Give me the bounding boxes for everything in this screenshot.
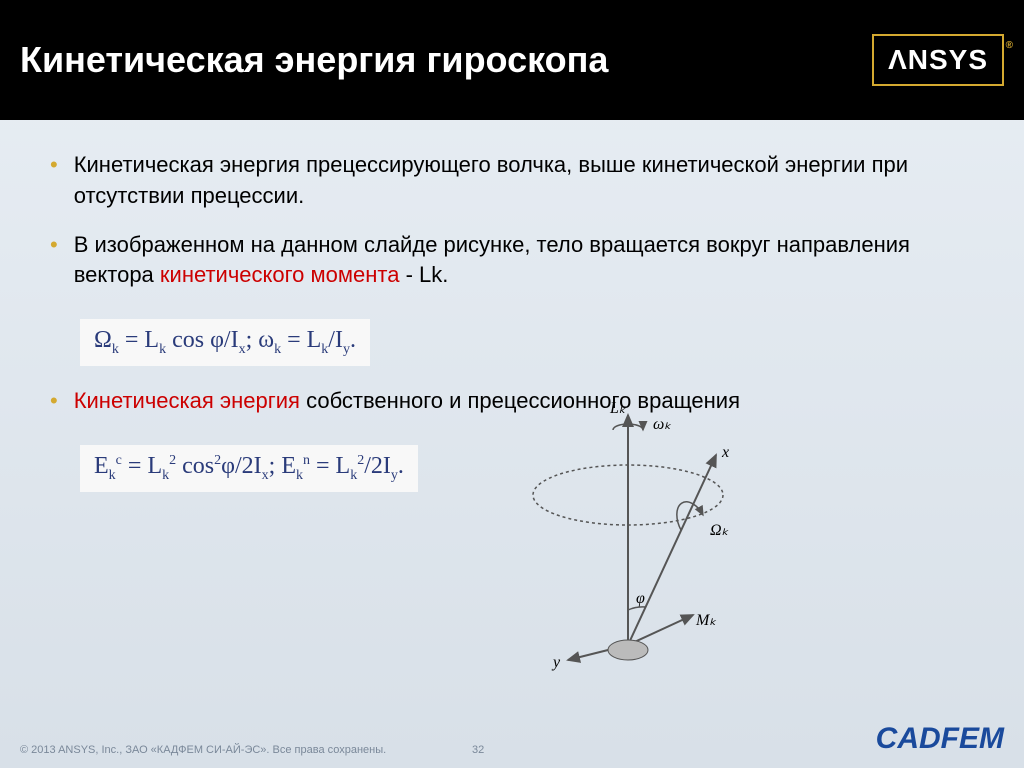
f2-2a: 2 (242, 453, 254, 479)
bullet-dot: • (50, 150, 58, 212)
logo-part-b: SYS (929, 44, 988, 75)
f2-phi: φ (221, 453, 235, 479)
f2-sl1: / (235, 453, 242, 479)
f1-L2: L (307, 327, 322, 353)
lbl-Lk: Lₖ (609, 400, 626, 417)
f2-k1: k (109, 468, 116, 483)
f1-I2: I (335, 327, 343, 353)
f1-cos: cos (166, 327, 210, 353)
slide-content: • Кинетическая энергия прецессирующего в… (0, 120, 1024, 675)
bullet-3-highlight: Кинетическая энергия (74, 388, 300, 413)
bullet-dot: • (50, 386, 58, 417)
lbl-y: y (551, 654, 561, 671)
lbl-Mk: Mₖ (695, 612, 716, 629)
header-bar: Кинетическая энергия гироскопа ΛNSYS (0, 0, 1024, 120)
formula-1: Ωk = Lk cos φ/Ix; ωk = Lk/Iy. (80, 319, 370, 366)
bullet-dot: • (50, 230, 58, 292)
f1-k2: k (159, 342, 166, 357)
f2-k4: k (350, 468, 357, 483)
f2-L2: L (336, 453, 351, 479)
bullet-2-highlight: кинетического момента (160, 262, 400, 287)
bullet-1-text: Кинетическая энергия прецессирующего вол… (74, 150, 974, 212)
f2-n: n (303, 453, 310, 468)
footer: © 2013 ANSYS, Inc., ЗАО «КАДФЕМ СИ-АЙ-ЭС… (0, 744, 1024, 756)
footer-copyright: © 2013 ANSYS, Inc., ЗАО «КАДФЕМ СИ-АЙ-ЭС… (20, 744, 386, 756)
f1-L1: L (144, 327, 159, 353)
lbl-phi: φ (636, 590, 645, 607)
slide-title: Кинетическая энергия гироскопа (20, 39, 608, 81)
f1-y: y (343, 342, 350, 357)
f1-sl2: / (328, 327, 335, 353)
f2-E2: E (281, 453, 296, 479)
f1-dot: . (350, 327, 356, 353)
f2-k3: k (296, 468, 303, 483)
bullet-2-text: В изображенном на данном слайде рисунке,… (74, 230, 974, 292)
f1-Omega: Ω (94, 327, 112, 353)
diagram-row: Ekc = Lk2 cos2φ/2Ix; Ekn = Lk2/2Iy. (50, 435, 974, 675)
lbl-wk: ωₖ (653, 416, 671, 433)
f1-eq1: = (119, 327, 145, 353)
f2-E1: E (94, 453, 109, 479)
f2-I1: I (254, 453, 262, 479)
f1-x: x (239, 342, 246, 357)
logo-part-a: ΛN (888, 44, 929, 75)
f1-om: ω (258, 327, 274, 353)
cadfem-logo: CADFEM (876, 722, 1004, 756)
lbl-Omegak: Ωₖ (710, 522, 729, 539)
f1-phi: φ (210, 327, 224, 353)
f1-k3: k (274, 342, 281, 357)
f2-x: x (262, 468, 269, 483)
f1-eq2: = (281, 327, 307, 353)
bullet-2b: - Lk. (399, 262, 448, 287)
lbl-x: x (721, 444, 729, 461)
f2-k2: k (162, 468, 169, 483)
f2-I2: I (383, 453, 391, 479)
f2-eq1: = (122, 453, 148, 479)
f2-2b: 2 (371, 453, 383, 479)
f2-L1: L (147, 453, 162, 479)
f1-I1: I (231, 327, 239, 353)
gyroscope-diagram: Lₖ ωₖ x Ωₖ φ Mₖ y (498, 395, 758, 675)
f2-eq2: = (310, 453, 336, 479)
formula-2: Ekc = Lk2 cos2φ/2Ix; Ekn = Lk2/2Iy. (80, 445, 418, 492)
f1-k1: k (112, 342, 119, 357)
ansys-logo: ΛNSYS (872, 34, 1004, 86)
f1-sl1: / (224, 327, 231, 353)
f2-dot: . (398, 453, 404, 479)
bullet-2: • В изображенном на данном слайде рисунк… (50, 230, 974, 292)
bullet-1: • Кинетическая энергия прецессирующего в… (50, 150, 974, 212)
f2-sl2: / (364, 453, 371, 479)
f1-sep: ; (246, 327, 259, 353)
f2-y: y (391, 468, 398, 483)
f2-cos: cos (176, 453, 214, 479)
footer-page-number: 32 (472, 744, 484, 756)
f2-sep: ; (269, 453, 282, 479)
